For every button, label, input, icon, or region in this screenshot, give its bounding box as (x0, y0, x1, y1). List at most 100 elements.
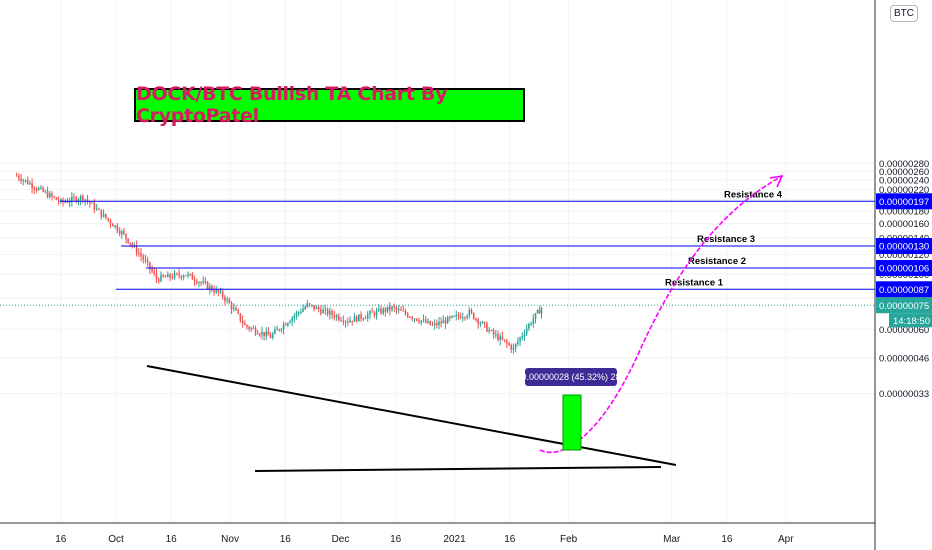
candle-body (111, 223, 114, 227)
candle-body (508, 343, 510, 346)
candle-body (499, 336, 501, 341)
candle-body (24, 179, 27, 181)
candle-body (230, 303, 233, 310)
candle-body (93, 202, 96, 210)
resistance-label: Resistance 1 (665, 277, 724, 288)
candle-body (534, 313, 537, 319)
candle-body (44, 191, 47, 193)
candle-body (422, 319, 425, 321)
candle-body (371, 311, 373, 313)
candle-body (144, 259, 147, 261)
candle-body (375, 310, 378, 316)
candle-body (486, 323, 488, 332)
candle-body (320, 309, 322, 314)
candle-body (492, 330, 495, 335)
candle-body (317, 307, 320, 310)
candle-body (18, 175, 20, 179)
candle-body (335, 315, 338, 318)
candle-body (171, 277, 174, 279)
candle-body (512, 347, 515, 350)
candle-body (125, 233, 127, 239)
candle-body (267, 331, 270, 336)
candle-body (501, 336, 504, 340)
target-measure-box[interactable] (562, 394, 582, 451)
candle-body (297, 312, 300, 314)
candle-body (57, 199, 60, 202)
candle-body (169, 274, 171, 278)
candle-body (164, 276, 167, 278)
candle-body (514, 343, 517, 348)
candle-body (459, 316, 462, 319)
candle-body (129, 242, 131, 244)
candle-body (146, 260, 149, 263)
candle-body (477, 319, 479, 324)
support-trendline[interactable] (254, 466, 662, 472)
resistance-price-text: 0.00000087 (879, 285, 929, 296)
candle-body (479, 323, 482, 325)
candle-body (304, 306, 306, 309)
candle-body (191, 274, 194, 280)
currency-badge[interactable]: BTC (890, 5, 918, 22)
time-scale[interactable]: 16 Oct 16 Nov 16 Dec 16 2021 16 Feb Mar 16 Apr (55, 534, 794, 545)
candle-body (211, 286, 213, 291)
candle-body (315, 307, 318, 310)
descending-trendline[interactable] (146, 365, 677, 466)
candle-body (519, 337, 521, 342)
candle-body (373, 312, 376, 316)
candle-body (355, 316, 358, 322)
candle-body (418, 320, 420, 323)
candle-body (102, 213, 105, 217)
candle-body (433, 323, 436, 325)
candle-body (342, 320, 345, 323)
candle-body (472, 312, 475, 319)
candle-body (60, 199, 62, 202)
candle-body (206, 282, 209, 290)
candle-body (287, 323, 289, 326)
candle-body (289, 321, 291, 324)
candle-body (331, 310, 333, 315)
candle-body (26, 179, 29, 185)
x-tick-label: Oct (108, 534, 124, 545)
candle-body (494, 334, 497, 336)
price-tags: 0.00000087 0.00000106 0.00000130 0.00000197… (876, 193, 932, 328)
candle-body (280, 329, 283, 331)
candle-body (40, 187, 42, 189)
candle-body (431, 324, 434, 326)
candle-body (400, 309, 402, 311)
candle-body (530, 323, 532, 325)
candle-body (349, 320, 351, 323)
candle-body (82, 196, 84, 201)
candle-body (138, 252, 140, 254)
candle-body (455, 314, 458, 316)
candle-body (195, 281, 198, 284)
candle-body (153, 271, 156, 274)
candlestick-series (15, 172, 543, 354)
candle-body (308, 303, 311, 305)
candle-body (246, 325, 248, 327)
candle-body (333, 314, 336, 318)
candle-body (131, 243, 134, 246)
x-tick-label: Feb (560, 534, 578, 545)
x-tick-label: Nov (221, 534, 239, 545)
candle-body (79, 196, 82, 200)
candle-body (221, 291, 224, 297)
candle-body (409, 316, 411, 318)
candle-body (219, 291, 222, 293)
candle-body (120, 231, 123, 234)
last-price-tag (876, 297, 932, 314)
candle-body (100, 209, 103, 217)
countdown-clock: 14:18:50 (893, 316, 930, 327)
candle-body (362, 318, 365, 320)
candle-body (322, 309, 324, 314)
x-tick-label: 16 (55, 534, 67, 545)
candle-body (135, 245, 138, 253)
candle-body (420, 320, 423, 323)
candle-body (208, 286, 211, 290)
candle-body (295, 312, 298, 316)
candle-body (540, 307, 543, 314)
resistance-price-text: 0.00000197 (879, 197, 929, 208)
candle-body (306, 303, 309, 307)
candle-body (481, 321, 484, 324)
measure-label-bg (525, 368, 617, 386)
